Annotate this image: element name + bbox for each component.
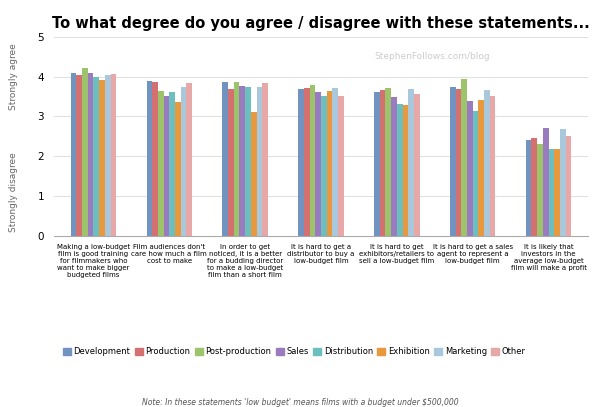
Bar <box>181 87 187 236</box>
Text: Strongly disagree: Strongly disagree <box>10 152 19 232</box>
Bar <box>532 138 537 236</box>
Bar <box>94 77 99 236</box>
Bar <box>326 91 332 236</box>
Text: StephenFollows.com/blog: StephenFollows.com/blog <box>374 52 490 61</box>
Bar <box>316 92 321 236</box>
Bar <box>228 89 234 236</box>
Bar <box>548 149 554 236</box>
Bar <box>560 129 566 236</box>
Bar <box>76 74 82 236</box>
Bar <box>321 96 326 236</box>
Bar <box>537 144 543 236</box>
Bar <box>490 96 496 236</box>
Title: To what degree do you agree / disagree with these statements...: To what degree do you agree / disagree w… <box>52 16 590 31</box>
Bar <box>110 74 116 236</box>
Bar <box>245 87 251 236</box>
Bar <box>380 90 385 236</box>
Bar <box>146 81 152 236</box>
Bar <box>164 96 169 236</box>
Bar <box>484 90 490 236</box>
Bar <box>450 87 455 236</box>
Bar <box>338 96 344 236</box>
Bar <box>251 112 257 236</box>
Bar <box>403 105 408 236</box>
Bar <box>88 73 94 236</box>
Bar <box>71 73 76 236</box>
Bar <box>385 88 391 236</box>
Bar <box>397 104 403 236</box>
Bar <box>234 83 239 236</box>
Bar <box>239 86 245 236</box>
Bar <box>99 80 105 236</box>
Bar <box>105 74 110 236</box>
Bar <box>554 149 560 236</box>
Bar <box>187 83 192 236</box>
Legend: Development, Production, Post-production, Sales, Distribution, Exhibition, Marke: Development, Production, Post-production… <box>59 344 529 360</box>
Bar <box>332 88 338 236</box>
Bar <box>461 79 467 236</box>
Bar <box>304 88 310 236</box>
Bar <box>169 92 175 236</box>
Bar <box>262 83 268 236</box>
Bar <box>526 140 532 236</box>
Bar <box>82 68 88 236</box>
Bar <box>473 111 478 236</box>
Bar <box>455 89 461 236</box>
Bar <box>158 91 164 236</box>
Bar <box>467 101 473 236</box>
Bar <box>414 94 419 236</box>
Bar <box>478 101 484 236</box>
Bar <box>310 85 316 236</box>
Bar <box>543 127 548 236</box>
Bar <box>298 89 304 236</box>
Bar <box>175 102 181 236</box>
Bar <box>257 87 262 236</box>
Bar <box>374 92 380 236</box>
Bar <box>566 136 571 236</box>
Bar <box>223 83 228 236</box>
Bar <box>391 97 397 236</box>
Bar <box>152 82 158 236</box>
Text: Strongly agree: Strongly agree <box>10 43 19 110</box>
Text: Note: In these statements 'low budget' means films with a budget under $500,000: Note: In these statements 'low budget' m… <box>142 398 458 407</box>
Bar <box>408 89 414 236</box>
